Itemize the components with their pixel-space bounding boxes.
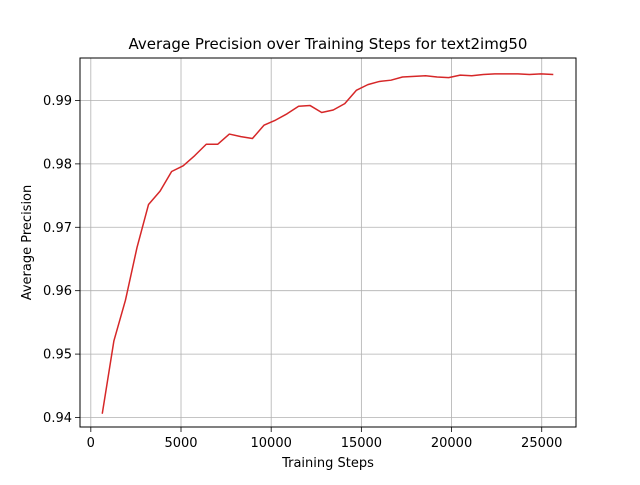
series-line <box>101 73 554 414</box>
y-axis-label: Average Precision <box>20 185 35 301</box>
y-tick-label: 0.98 <box>43 157 72 172</box>
y-tick-label: 0.97 <box>43 221 72 236</box>
series-layer <box>101 73 554 414</box>
plot-frame <box>79 57 577 428</box>
x-tick-label: 20000 <box>431 436 472 451</box>
chart-title: Average Precision over Training Steps fo… <box>129 35 528 53</box>
y-tick-label: 0.96 <box>43 284 72 299</box>
x-axis-label: Training Steps <box>281 456 374 471</box>
x-axis: 0 5000 10000 15000 20000 25000 <box>87 427 562 451</box>
y-tick-label: 0.94 <box>43 411 72 426</box>
x-tick-label: 0 <box>87 436 95 451</box>
x-tick-label: 15000 <box>341 436 382 451</box>
y-axis: 0.94 0.95 0.96 0.97 0.98 0.99 <box>43 94 80 426</box>
x-tick-label: 5000 <box>164 436 197 451</box>
grid <box>80 58 576 427</box>
x-tick-label: 10000 <box>251 436 292 451</box>
y-tick-label: 0.99 <box>43 94 72 109</box>
y-tick-label: 0.95 <box>43 348 72 363</box>
x-tick-label: 25000 <box>521 436 562 451</box>
